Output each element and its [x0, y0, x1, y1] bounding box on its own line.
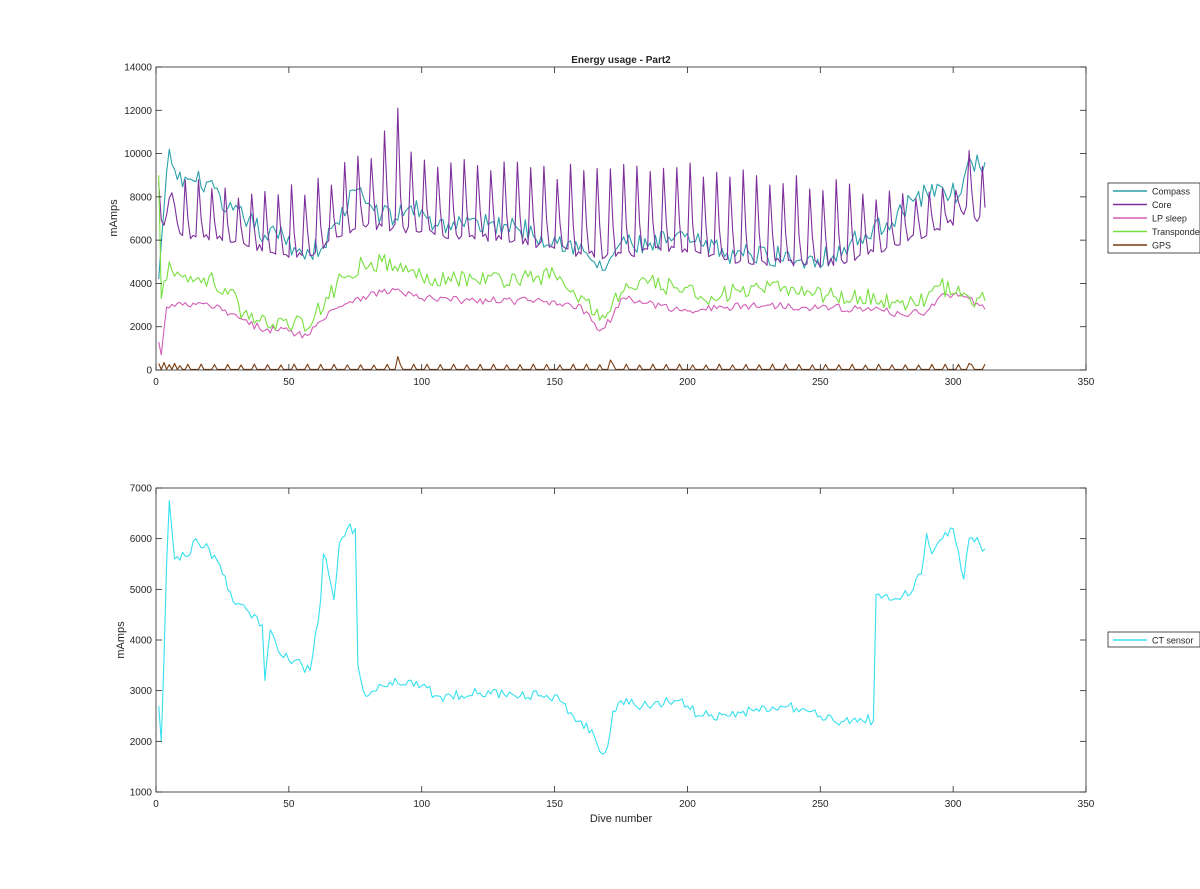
x-tick-label: 150: [546, 799, 563, 810]
x-tick-label: 250: [812, 377, 829, 388]
x-tick-label: 300: [945, 799, 962, 810]
series-line-gps: [158, 356, 986, 370]
y-tick-label: 8000: [130, 192, 153, 203]
series-line-lp-sleep: [158, 287, 986, 356]
x-tick-label: 0: [153, 799, 159, 810]
chart-title: Energy usage - Part2: [571, 55, 671, 66]
x-tick-label: 50: [283, 377, 295, 388]
axes-frame: [155, 66, 1087, 371]
y-tick-label: 1000: [130, 788, 153, 799]
x-tick-label: 300: [945, 377, 962, 388]
x-tick-label: 200: [679, 377, 696, 388]
y-tick-label: 10000: [124, 149, 152, 160]
legend-label: Core: [1152, 200, 1172, 210]
y-tick-label: 14000: [124, 63, 152, 74]
axes-energy-usage: Energy usage - Part2 0 50 100 150 200 250 300 3…: [108, 55, 1200, 388]
y-axis-label: mAmps: [115, 621, 127, 659]
x-tick-label: 350: [1078, 799, 1095, 810]
y-tick-label: 4000: [130, 279, 153, 290]
legend-label: Transponder: [1152, 227, 1200, 237]
legend: Compass Core LP sleep Transponder GPS: [1107, 182, 1200, 254]
legend-label: LP sleep: [1152, 214, 1187, 224]
legend-label: CT sensor: [1152, 636, 1193, 646]
x-tick-label: 350: [1078, 377, 1095, 388]
y-tick-label: 4000: [130, 636, 153, 647]
legend: CT sensor: [1107, 631, 1200, 648]
series-line-transponder: [158, 175, 986, 332]
x-tick-label: 50: [283, 799, 295, 810]
x-tick-label: 250: [812, 799, 829, 810]
y-tick-label: 2000: [130, 322, 153, 333]
series-line-ct-sensor: [158, 500, 986, 755]
y-tick-label: 0: [146, 366, 152, 377]
x-axis-label: Dive number: [590, 813, 653, 825]
y-tick-label: 2000: [130, 737, 153, 748]
y-tick-label: 7000: [130, 484, 153, 495]
x-tick-label: 150: [546, 377, 563, 388]
legend-label: GPS: [1152, 241, 1171, 251]
y-tick-label: 6000: [130, 534, 153, 545]
y-tick-label: 3000: [130, 686, 153, 697]
legend-box: [1107, 631, 1200, 648]
y-axis-label: mAmps: [108, 199, 120, 237]
y-tick-label: 5000: [130, 585, 153, 596]
x-tick-label: 100: [413, 377, 430, 388]
legend-label: Compass: [1152, 187, 1191, 197]
axis-ticks: 0 50 100 150 200 250 300 350 0 2000 4000 6000 8000 10…: [124, 63, 1095, 389]
x-tick-label: 0: [153, 377, 159, 388]
x-tick-label: 200: [679, 799, 696, 810]
axis-ticks: 0 50 100 150 200 250 300 350 1000 2000 3000 4000 500…: [130, 484, 1095, 811]
series-line-core: [158, 107, 986, 268]
plot-area-series: [158, 500, 986, 755]
axes-ct-sensor: 0 50 100 150 200 250 300 350 1000 2000 3000 4000 500…: [115, 484, 1200, 825]
y-tick-label: 6000: [130, 236, 153, 247]
plot-area-series: [158, 107, 986, 370]
x-tick-label: 100: [413, 799, 430, 810]
y-tick-label: 12000: [124, 106, 152, 117]
